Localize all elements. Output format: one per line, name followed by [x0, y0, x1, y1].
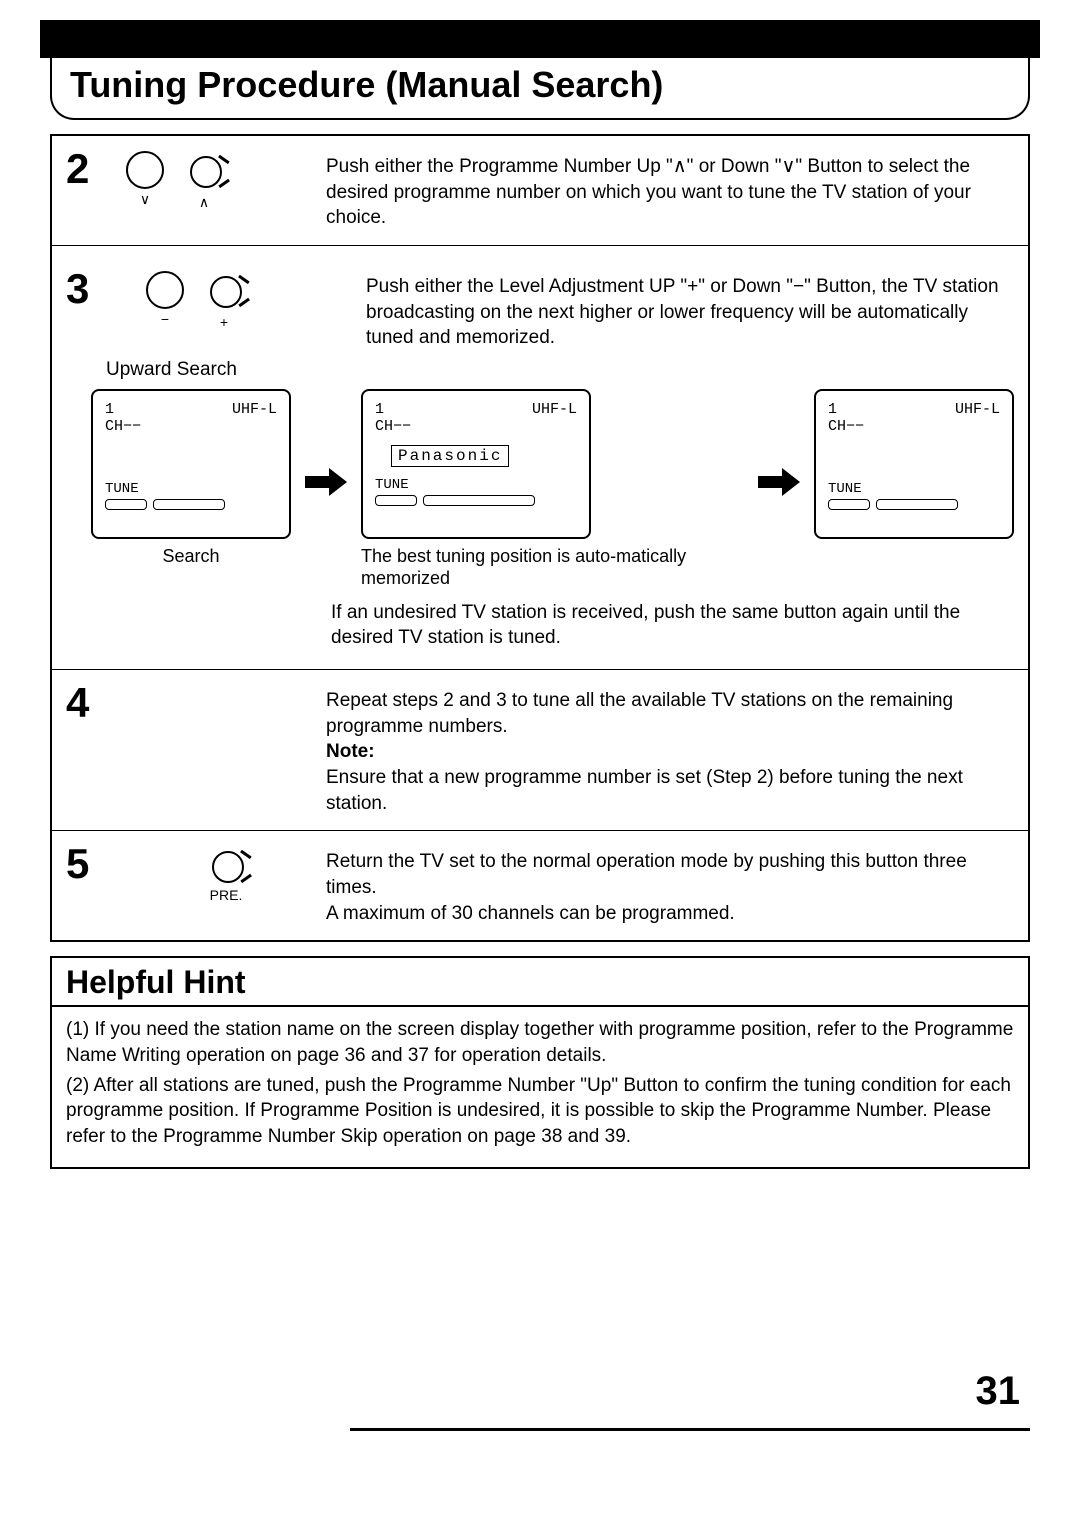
- step-number: 5: [66, 843, 126, 926]
- tv-screen-result: 1 UHF-L CH−− TUNE: [814, 389, 1014, 539]
- arrow-right-icon: [305, 468, 347, 501]
- joypad-icon: [182, 148, 226, 192]
- hint-item-2: (2) After all stations are tuned, push t…: [66, 1073, 1014, 1150]
- hint-title-box: Helpful Hint: [50, 956, 1030, 1005]
- tune-bars: [105, 499, 277, 510]
- arrow-right-icon: [758, 468, 800, 501]
- pre-label: PRE.: [210, 887, 243, 903]
- tune-bar: [105, 499, 147, 510]
- hint-item-1: (1) If you need the station name on the …: [66, 1017, 1014, 1068]
- tv-screen-col: 1 UHF-L CH−− TUNE: [814, 389, 1014, 539]
- step4-note-label: Note:: [326, 741, 375, 762]
- plus-glyph: +: [220, 314, 228, 330]
- step-3: 3 − +: [52, 246, 1028, 670]
- screen2-caption: The best tuning position is auto-matical…: [361, 545, 744, 590]
- step-4: 4 Repeat steps 2 and 3 to tune all the a…: [52, 670, 1028, 831]
- page-title: Tuning Procedure (Manual Search): [70, 64, 1010, 106]
- tv-band: UHF-L: [532, 401, 577, 418]
- level-down-button-icon: [146, 271, 184, 309]
- tv-band: UHF-L: [955, 401, 1000, 418]
- step2-text: Push either the Programme Number Up "∧" …: [326, 148, 1014, 231]
- top-bar: [40, 20, 1040, 58]
- up-glyph: ∧: [199, 194, 209, 211]
- tv-brand: Panasonic: [391, 445, 509, 467]
- tune-bars: [375, 495, 577, 506]
- prog-down-button-icon: [126, 151, 164, 189]
- step5-icons: PRE.: [126, 843, 326, 926]
- tv-tune-label: TUNE: [105, 481, 277, 497]
- step3-text: Push either the Level Adjustment UP "+" …: [366, 268, 1014, 351]
- step-2: 2 ∨ ∧ Push either the Pro: [52, 136, 1028, 246]
- step4-text1: Repeat steps 2 and 3 to tune all the ava…: [326, 690, 953, 737]
- tv-prog: 1: [105, 401, 114, 418]
- step3-icons: − +: [146, 268, 346, 351]
- manual-page: Tuning Procedure (Manual Search) 2 ∨: [0, 0, 1080, 1471]
- tune-bar: [375, 495, 417, 506]
- step4-text: Repeat steps 2 and 3 to tune all the ava…: [326, 682, 1014, 816]
- step-5: 5 PRE. Return the TV set to the normal o…: [52, 831, 1028, 940]
- minus-glyph: −: [161, 311, 169, 327]
- bottom-rule: [350, 1428, 1030, 1431]
- steps-box: 2 ∨ ∧ Push either the Pro: [50, 134, 1030, 942]
- tv-screen-best: 1 UHF-L CH−− Panasonic TUNE: [361, 389, 591, 539]
- hint-body: (1) If you need the station name on the …: [50, 1005, 1030, 1169]
- tune-bar: [828, 499, 870, 510]
- tv-ch: CH−−: [105, 418, 277, 435]
- upward-search-label: Upward Search: [106, 359, 1014, 381]
- step-number: 2: [66, 148, 126, 231]
- tv-tune-label: TUNE: [375, 477, 577, 493]
- step5-text: Return the TV set to the normal operatio…: [326, 843, 1014, 926]
- down-glyph: ∨: [140, 191, 150, 208]
- tune-bar: [423, 495, 535, 506]
- step-number: 4: [66, 682, 126, 816]
- hint-title: Helpful Hint: [66, 964, 1014, 1001]
- screen1-caption: Search: [91, 545, 291, 568]
- tv-prog: 1: [828, 401, 837, 418]
- page-number: 31: [50, 1369, 1020, 1414]
- tv-screens-row: 1 UHF-L CH−− TUNE Search: [91, 389, 1014, 590]
- step-number: 3: [66, 268, 126, 351]
- tv-tune-label: TUNE: [828, 481, 1000, 497]
- tv-screen-search: 1 UHF-L CH−− TUNE: [91, 389, 291, 539]
- step4-icons: [126, 682, 326, 816]
- tv-prog: 1: [375, 401, 384, 418]
- tune-bar: [153, 499, 225, 510]
- title-container: Tuning Procedure (Manual Search): [50, 56, 1030, 120]
- step4-text2: Ensure that a new programme number is se…: [326, 767, 963, 814]
- tv-band: UHF-L: [232, 401, 277, 418]
- step2-icons: ∨ ∧: [126, 148, 326, 231]
- tune-bar: [876, 499, 958, 510]
- tv-screen-col: 1 UHF-L CH−− Panasonic TUNE The best tun…: [361, 389, 744, 590]
- step3-below-note: If an undesired TV station is received, …: [331, 600, 1014, 651]
- pre-button-icon: [204, 843, 248, 887]
- joypad-icon: [202, 268, 246, 312]
- tune-bars: [828, 499, 1000, 510]
- tv-ch: CH−−: [828, 418, 1000, 435]
- tv-ch: CH−−: [375, 418, 577, 435]
- tv-screen-col: 1 UHF-L CH−− TUNE Search: [91, 389, 291, 568]
